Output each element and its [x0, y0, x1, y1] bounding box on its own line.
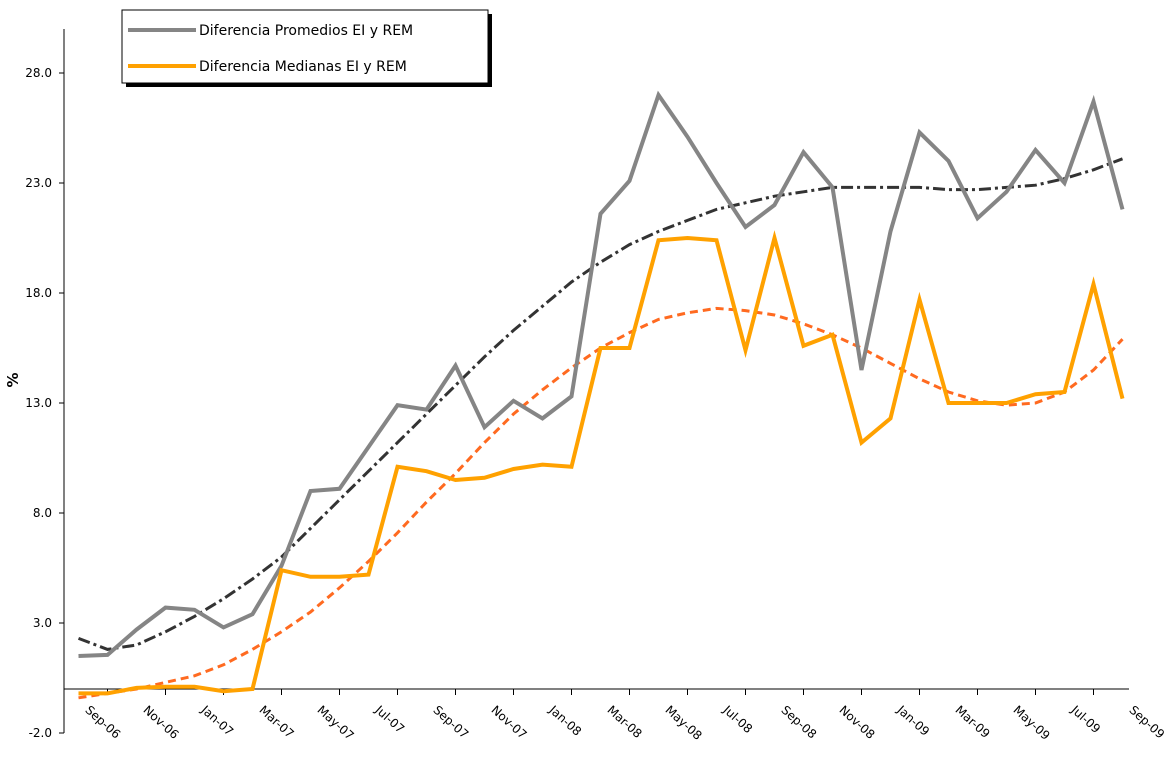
legend-label: Diferencia Medianas EI y REM: [199, 59, 407, 75]
x-tick-label: Jul-08: [720, 702, 755, 736]
series-line: [78, 230, 1125, 696]
x-tick-label: Mar-07: [256, 703, 296, 741]
x-tick-label: Mar-09: [952, 703, 992, 741]
legend-label: Diferencia Promedios EI y REM: [199, 23, 413, 39]
y-tick-label: 28.0: [25, 66, 52, 80]
x-tick-label: May-09: [1010, 703, 1052, 743]
y-axis-label: %: [4, 372, 22, 387]
trend-line: [78, 306, 1124, 700]
x-tick-label: Nov-06: [140, 703, 181, 742]
x-tick-label: Jul-09: [1068, 702, 1103, 736]
y-tick-label: 18.0: [25, 286, 52, 300]
x-tick-label: Sep-06: [82, 703, 123, 742]
y-tick-label: 23.0: [25, 176, 52, 190]
x-tick-label: Sep-08: [778, 703, 819, 742]
y-tick-label: -2.0: [29, 726, 52, 740]
legend: Diferencia Promedios EI y REM Diferencia …: [121, 9, 492, 87]
legend-box: [121, 9, 489, 84]
x-tick-label: Jul-07: [372, 702, 407, 736]
x-tick-label: Nov-08: [836, 703, 877, 742]
x-tick-label: May-08: [662, 703, 704, 743]
y-tick-label: 13.0: [25, 396, 52, 410]
x-tick-label: Jan-09: [894, 702, 932, 739]
x-tick-label: Jan-07: [198, 702, 236, 739]
x-tick-label: Jan-08: [546, 702, 584, 739]
series-line: [78, 90, 1125, 658]
x-tick-label: May-07: [314, 703, 356, 743]
x-tick-label: Sep-09: [1126, 703, 1167, 742]
x-tick-label: Sep-07: [430, 703, 471, 742]
y-tick-label: 8.0: [33, 506, 52, 520]
trend-line: [77, 157, 1124, 651]
x-tick-label: Mar-08: [604, 703, 644, 741]
y-tick-label: 3.0: [33, 616, 52, 630]
x-tick-label: Nov-07: [488, 703, 529, 742]
